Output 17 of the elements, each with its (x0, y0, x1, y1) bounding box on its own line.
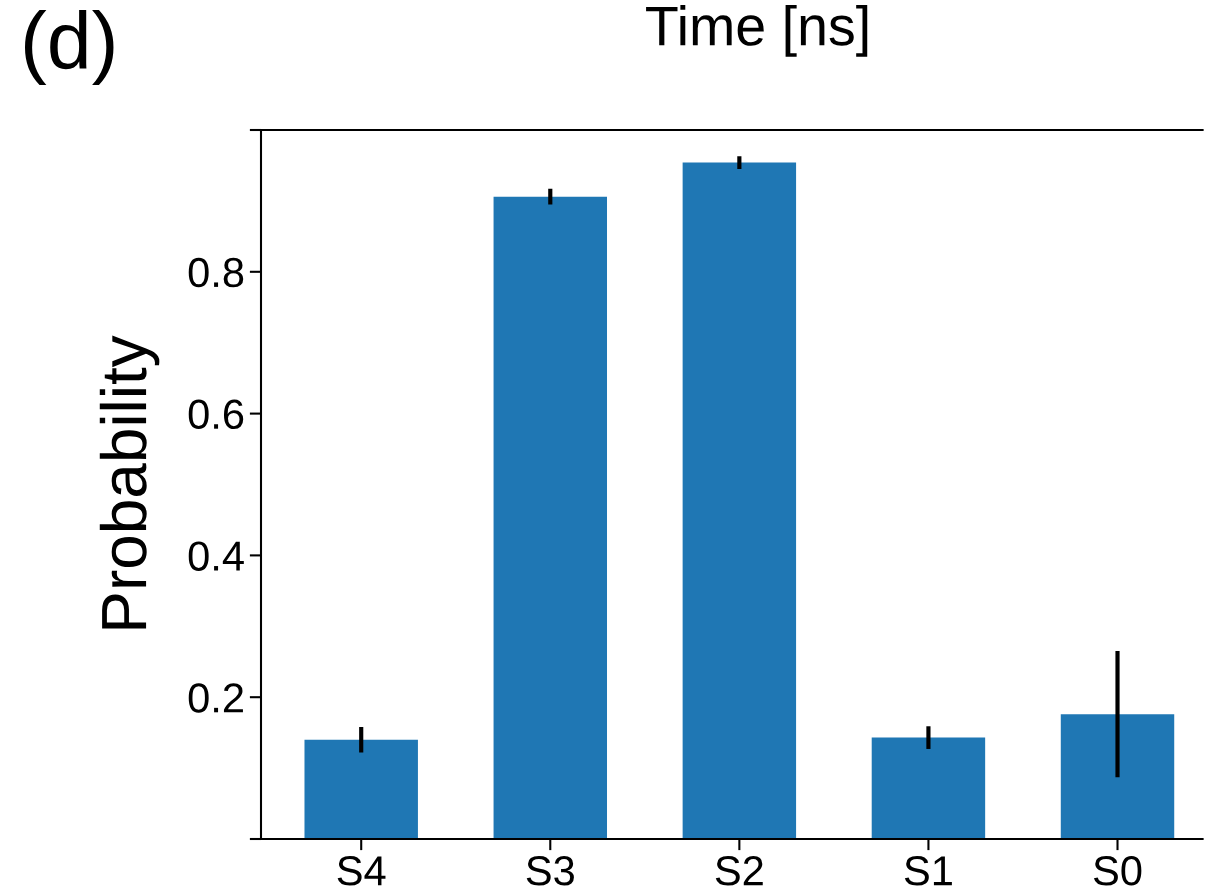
y-tick-label: 0.6 (188, 399, 244, 430)
y-tick-label: 0.8 (188, 257, 244, 288)
x-tick-label: S4 (337, 856, 386, 886)
y-tick-label: 0.4 (188, 541, 244, 571)
bar (1060, 714, 1175, 839)
bar (682, 162, 797, 839)
x-tick-label: S2 (715, 856, 763, 886)
x-tick-label: S3 (526, 856, 574, 886)
bar (304, 739, 418, 839)
y-tick-label: 0.2 (188, 683, 243, 713)
text: Time [ns] (646, 5, 868, 57)
bar (871, 737, 986, 839)
text: (d) (25, 10, 114, 86)
bar (493, 196, 608, 839)
y-axis-title: Probability (99, 335, 160, 629)
x-tick-label: S0 (1093, 856, 1142, 886)
x-tick-label: S1 (904, 856, 952, 886)
